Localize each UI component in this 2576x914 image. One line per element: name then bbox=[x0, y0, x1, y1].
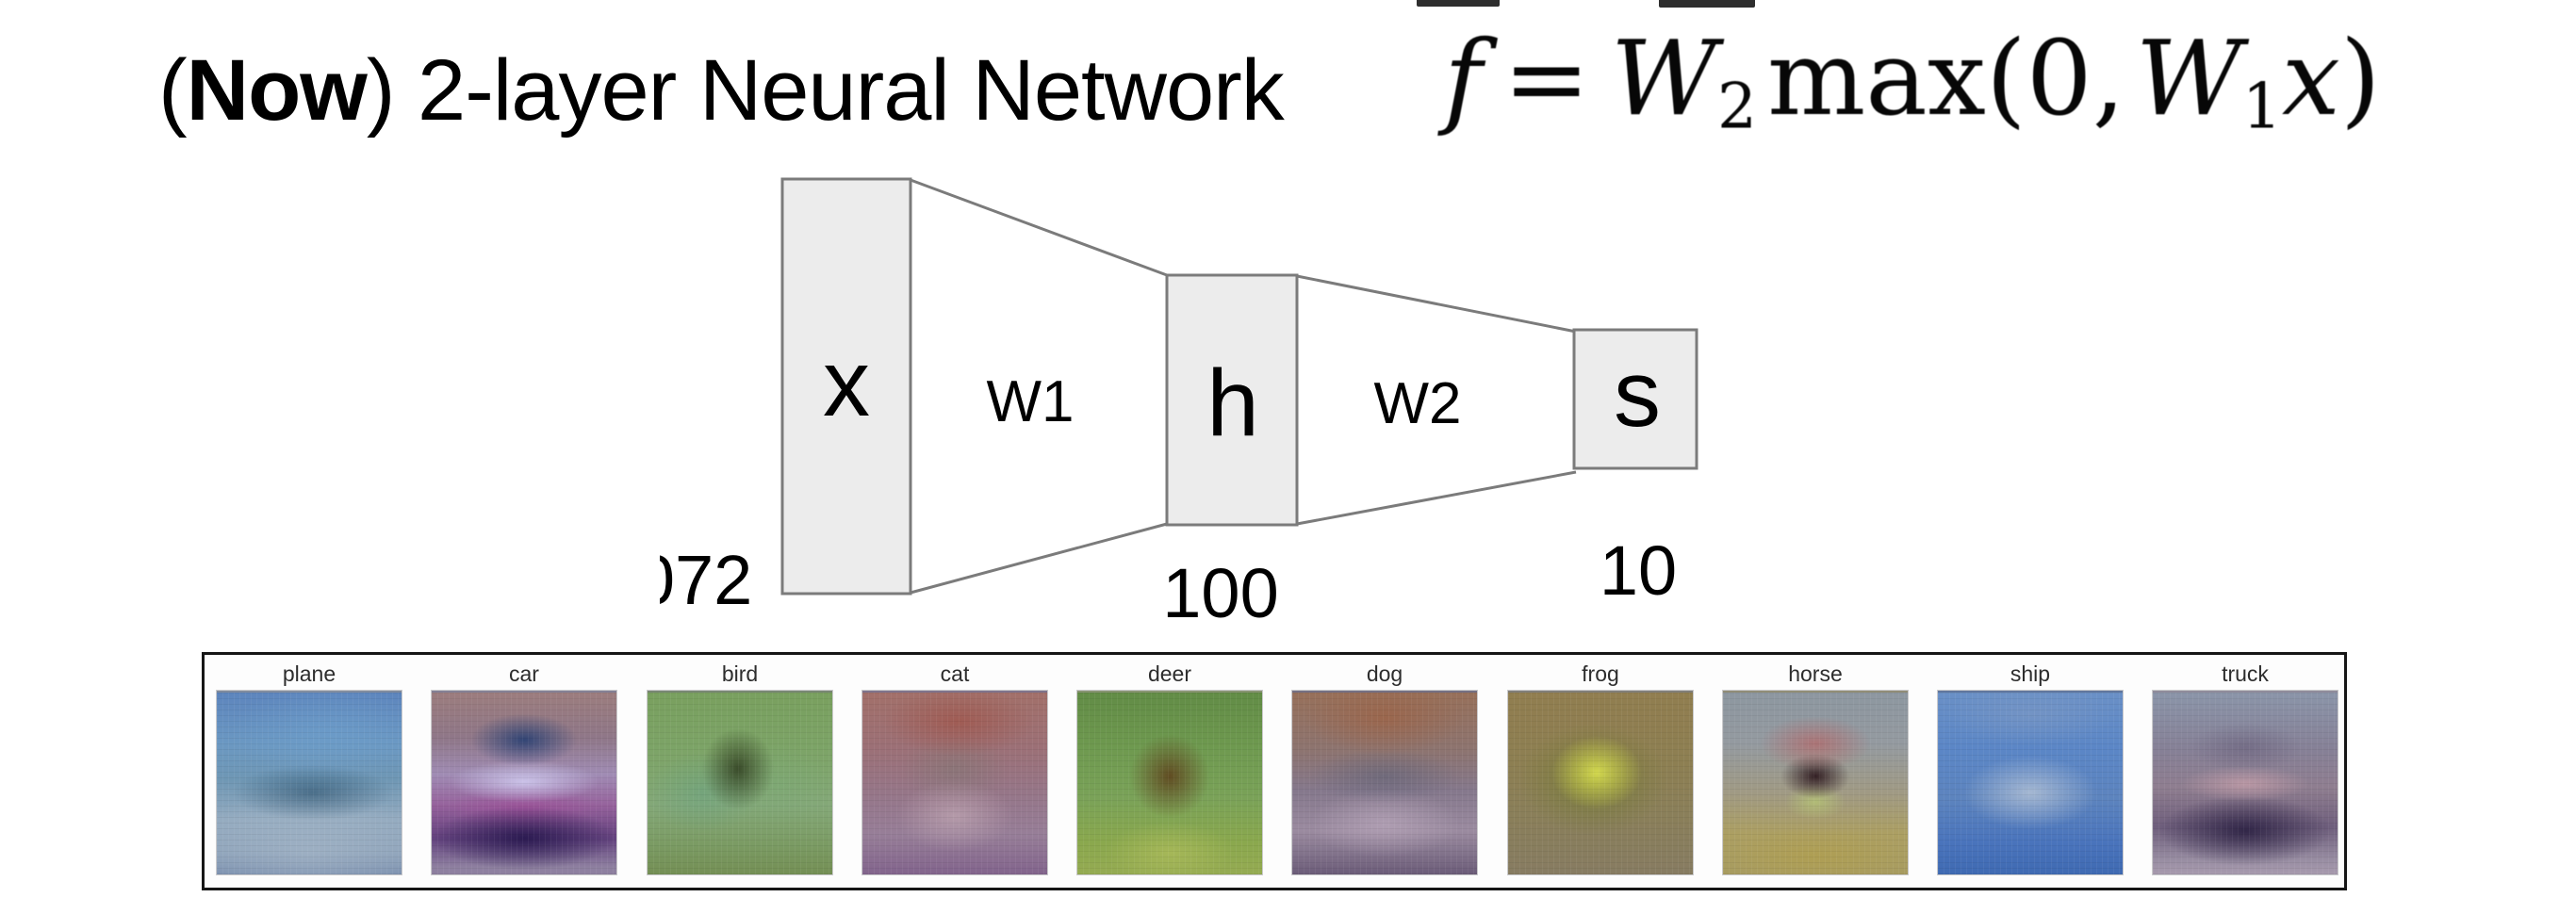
formula-equals: = bbox=[1502, 18, 1590, 139]
cifar-tile-plane: plane bbox=[216, 655, 402, 875]
tile-image-bird bbox=[647, 690, 833, 875]
weight2-label: W2 bbox=[1374, 371, 1462, 436]
input-dim-label: 3072 bbox=[660, 541, 752, 619]
tile-image-cat bbox=[861, 690, 1048, 875]
formula-w1-symbol: W bbox=[2135, 18, 2242, 139]
slide-title: (Now) 2-layer Neural Network bbox=[158, 47, 1285, 134]
tile-label: cat bbox=[940, 661, 970, 686]
score-box-label: s bbox=[1614, 341, 1661, 447]
cifar-tile-car: car bbox=[431, 655, 617, 875]
hidden-dim-label: 100 bbox=[1162, 554, 1278, 632]
tile-label: ship bbox=[2010, 661, 2051, 686]
cifar10-template-strip: plane car bird cat deer dog frog horse bbox=[202, 652, 2347, 890]
formula-close-paren: ) bbox=[2339, 18, 2381, 139]
cropped-glyph-fragment-left bbox=[1417, 0, 1500, 7]
tile-image-deer bbox=[1076, 690, 1263, 875]
weight1-label: W1 bbox=[987, 369, 1075, 434]
tile-label: deer bbox=[1147, 661, 1192, 686]
tile-image-plane bbox=[216, 690, 402, 875]
tile-image-truck bbox=[2152, 690, 2338, 875]
cifar-tile-dog: dog bbox=[1291, 655, 1478, 875]
tile-label: car bbox=[509, 661, 539, 686]
network-funnel-diagram: x W1 h W2 s 3072 100 10 bbox=[660, 177, 1698, 632]
w1-bottom-edge bbox=[910, 522, 1168, 595]
w1-top-edge bbox=[910, 178, 1168, 277]
formula-f: f bbox=[1444, 18, 1483, 139]
w2-bottom-edge bbox=[1296, 470, 1577, 526]
score-dim-label: 10 bbox=[1600, 531, 1677, 610]
input-box-label: x bbox=[823, 331, 870, 436]
tile-image-horse bbox=[1722, 690, 1909, 875]
cifar-tile-ship: ship bbox=[1937, 655, 2124, 875]
tile-label: dog bbox=[1366, 661, 1403, 686]
tile-label: truck bbox=[2222, 661, 2269, 686]
score-box bbox=[1572, 328, 1698, 470]
relu-score-formula: f = W2 max(0, W1x) bbox=[1444, 26, 2381, 139]
hidden-box bbox=[1165, 273, 1299, 527]
cropped-glyph-fragment-right bbox=[1659, 0, 1755, 8]
formula-max-open: max(0, bbox=[1766, 18, 2125, 139]
formula-subscript-1: 1 bbox=[2241, 70, 2282, 143]
hidden-box-label: h bbox=[1206, 351, 1259, 456]
tile-label: frog bbox=[1582, 661, 1619, 686]
tile-label: plane bbox=[282, 661, 336, 686]
tile-label: bird bbox=[721, 661, 759, 686]
tile-label: horse bbox=[1788, 661, 1843, 686]
input-box bbox=[780, 177, 912, 596]
cifar-tile-bird: bird bbox=[647, 655, 833, 875]
tile-image-dog bbox=[1291, 690, 1478, 875]
cifar-tile-horse: horse bbox=[1722, 655, 1909, 875]
formula-subscript-2: 2 bbox=[1716, 70, 1757, 143]
tile-image-car bbox=[431, 690, 617, 875]
cifar-tile-truck: truck bbox=[2152, 655, 2338, 875]
w2-top-edge bbox=[1296, 274, 1577, 334]
title-rest: ) 2-layer Neural Network bbox=[366, 42, 1285, 139]
tile-image-frog bbox=[1507, 690, 1694, 875]
cifar-tile-deer: deer bbox=[1076, 655, 1263, 875]
cifar-tile-cat: cat bbox=[861, 655, 1048, 875]
title-now-bold: Now bbox=[186, 42, 368, 139]
title-open-paren: ( bbox=[158, 42, 188, 139]
formula-w2-symbol: W bbox=[1610, 18, 1717, 139]
cifar-tile-frog: frog bbox=[1507, 655, 1694, 875]
formula-x: x bbox=[2281, 18, 2340, 139]
tile-image-ship bbox=[1937, 690, 2124, 875]
